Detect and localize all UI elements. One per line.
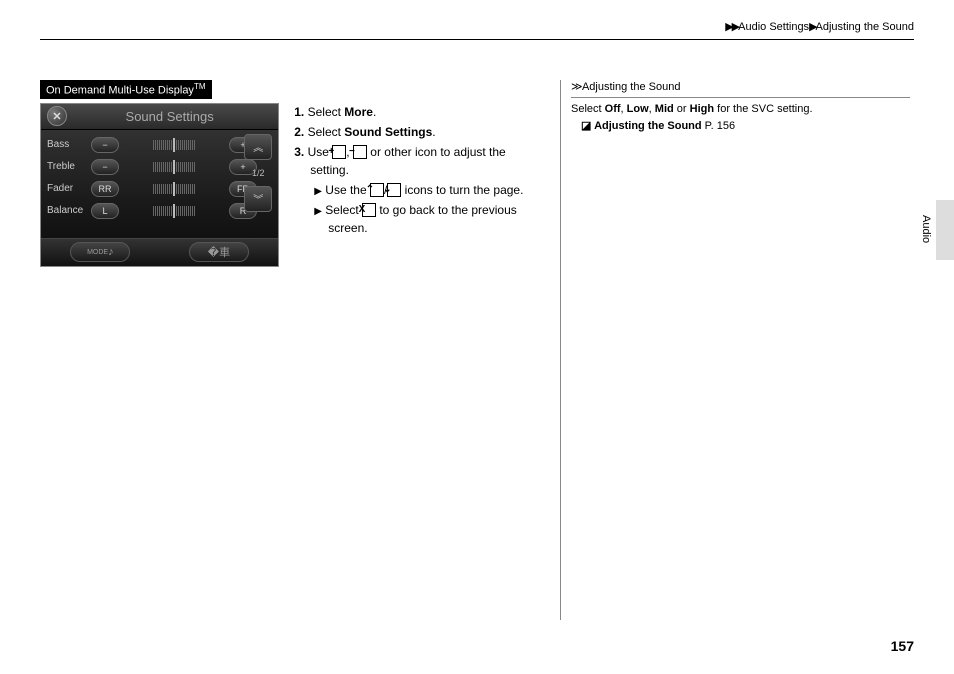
link-label: Adjusting the Sound [594,120,702,132]
setting-label: Treble [47,161,87,172]
step1-pre: Select [308,105,345,119]
sidebar-content: Select Off, Low, Mid or High for the SVC… [571,97,910,135]
section-tab-label: Audio [920,215,932,243]
setting-row: BalanceLR [47,200,257,222]
page-number: 157 [891,638,914,654]
decrease-button[interactable]: − [91,159,119,175]
car-button[interactable]: �車 [189,242,249,262]
page-up-icon[interactable]: ︽ [244,134,272,160]
cross-reference: ◪ Adjusting the Sound P. 156 [571,119,910,134]
close-icon[interactable]: ✕ [47,106,67,126]
section-tab [936,200,954,260]
sub2-pre: Select [325,203,362,217]
step-1: 1. Select More. [294,103,540,121]
breadcrumb-arrow-icon: ▶▶ [725,21,738,33]
double-triangle-icon: ≫ [571,81,580,93]
setting-label: Balance [47,205,87,216]
left-column: On Demand Multi-Use DisplayTM ✕ Sound Se… [40,80,540,267]
link-page: P. 156 [705,120,735,132]
plus-icon: + [332,145,346,159]
decrease-button[interactable]: L [91,203,119,219]
setting-label: Fader [47,183,87,194]
breadcrumb-section: Audio Settings [738,21,809,33]
x-box-icon: X [362,203,376,217]
step2-bold: Sound Settings [344,125,432,139]
car-display-screenshot: ✕ Sound Settings Bass−+Treble−+FaderRRFR… [40,103,279,267]
breadcrumb-subsection: Adjusting the Sound [816,21,914,33]
setting-row: Treble−+ [47,156,257,178]
decrease-button[interactable]: − [91,137,119,153]
setting-row: FaderRRFR [47,178,257,200]
sub1-post: icons to turn the page. [401,183,523,197]
sidebar-title-text: Adjusting the Sound [582,81,680,93]
book-icon: ◪ [581,119,591,134]
sb-post: for the SVC setting. [714,103,812,115]
step-2: 2. Select Sound Settings. [294,123,540,141]
step2-pre: Select [308,125,345,139]
sub1-pre: Use the [325,183,370,197]
slider-ticks [123,182,225,196]
slider-ticks [123,204,225,218]
page-down-box-icon: ⌄ [387,183,401,197]
page-indicator: 1/2 [244,164,272,182]
breadcrumb: ▶▶Audio Settings▶Adjusting the Sound [40,20,914,40]
triangle-icon: ▶ [314,186,322,197]
display-type-label: On Demand Multi-Use DisplayTM [40,80,212,99]
sb-low: Low [627,103,649,115]
label-bar-text: On Demand Multi-Use Display [46,85,194,97]
setting-label: Bass [47,139,87,150]
sb-off: Off [605,103,621,115]
sb-pre: Select [571,103,605,115]
trademark: TM [194,82,206,91]
step-3: 3. Use +, − or other icon to adjust the … [294,143,540,179]
instructions: 1. Select More. 2. Select Sound Settings… [294,103,540,239]
substep-1: ▶ Use the ⌃/⌄ icons to turn the page. [314,181,540,199]
substep-2: ▶ Select X to go back to the previous sc… [314,201,540,237]
right-column: ≫ Adjusting the Sound Select Off, Low, M… [560,80,910,620]
page-up-box-icon: ⌃ [370,183,384,197]
display-title: Sound Settings [67,109,272,124]
slider-ticks [123,138,225,152]
setting-row: Bass−+ [47,134,257,156]
minus-icon: − [353,145,367,159]
step1-post: . [373,105,376,119]
page-down-icon[interactable]: ︾ [244,186,272,212]
decrease-button[interactable]: RR [91,181,119,197]
mode-button[interactable]: MODE♪ [70,242,130,262]
step2-post: . [432,125,435,139]
sb-mid: Mid [655,103,674,115]
sidebar-title: ≫ Adjusting the Sound [571,80,910,93]
slider-ticks [123,160,225,174]
step1-bold: More [344,105,373,119]
sb-high: High [690,103,714,115]
main-content: On Demand Multi-Use DisplayTM ✕ Sound Se… [40,80,914,620]
triangle-icon: ▶ [314,206,322,217]
